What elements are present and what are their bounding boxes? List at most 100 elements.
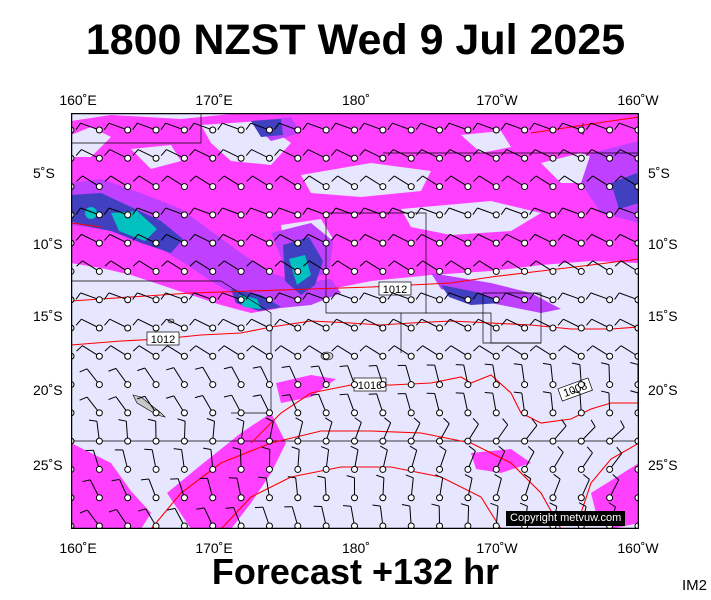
station-marker xyxy=(407,465,415,473)
wind-barb-flag xyxy=(472,292,478,300)
station-marker xyxy=(152,494,160,502)
station-marker xyxy=(180,465,188,473)
station-marker xyxy=(209,324,217,332)
station-marker xyxy=(464,409,472,417)
wind-barb-flag xyxy=(529,207,535,215)
station-marker xyxy=(265,267,273,275)
station-marker xyxy=(464,437,472,445)
wind-barb-flag xyxy=(561,419,567,427)
station-marker xyxy=(180,324,188,332)
wind-barb-flag xyxy=(416,175,423,182)
station-marker xyxy=(124,381,132,389)
lat-label-right-2: 10˚S xyxy=(648,236,678,252)
station-marker xyxy=(436,324,444,332)
station-marker xyxy=(606,296,614,304)
station-marker xyxy=(265,296,273,304)
station-marker xyxy=(379,183,387,191)
station-marker xyxy=(521,381,529,389)
station-marker xyxy=(95,296,103,304)
wind-barb-flag xyxy=(472,417,479,425)
wind-barb-flag xyxy=(616,446,623,454)
wind-barb-flag xyxy=(620,420,625,428)
station-marker xyxy=(379,239,387,247)
wind-barb-flag xyxy=(557,318,564,326)
station-marker xyxy=(577,437,585,445)
station-marker xyxy=(209,211,217,219)
station-marker xyxy=(95,381,103,389)
wind-barb-flag xyxy=(500,234,508,241)
wind-barb-flag xyxy=(444,260,452,267)
wind-barb-flag xyxy=(387,207,393,215)
wind-barb-flag xyxy=(188,207,195,215)
wind-barb-flag xyxy=(460,503,469,507)
station-marker xyxy=(124,296,132,304)
station-marker xyxy=(436,296,444,304)
wind-barb-flag xyxy=(302,292,308,300)
wind-barb-flag xyxy=(302,345,310,352)
station-marker xyxy=(521,183,529,191)
wind-barb-flag xyxy=(472,122,478,130)
wind-barb-flag xyxy=(578,502,587,508)
wind-barb-flag xyxy=(614,122,620,130)
wind-barb-flag xyxy=(111,478,120,482)
station-marker xyxy=(294,465,302,473)
wind-barb-flag xyxy=(295,417,303,423)
wind-barb-flag xyxy=(196,507,205,510)
station-marker xyxy=(577,154,585,162)
wind-barb-flag xyxy=(189,345,197,352)
wind-barb-flag xyxy=(261,446,270,450)
station-marker xyxy=(237,522,245,529)
station-marker xyxy=(464,211,472,219)
station-marker xyxy=(492,437,500,445)
station-marker xyxy=(209,154,217,162)
station-marker xyxy=(436,352,444,360)
station-marker xyxy=(322,154,330,162)
wind-barb-flag xyxy=(281,394,290,397)
wind-barb-flag xyxy=(166,367,174,371)
wind-barb-flag xyxy=(413,417,421,424)
lat-label-left-4: 20˚S xyxy=(33,382,63,398)
wind-barb-flag xyxy=(302,234,309,241)
wind-barb-flag xyxy=(339,365,348,367)
station-marker xyxy=(124,183,132,191)
station-marker xyxy=(180,183,188,191)
lon-label-top-1: 160˚E xyxy=(59,92,97,108)
wind-barb-flag xyxy=(132,149,139,156)
wind-barb-flag xyxy=(529,345,537,352)
station-marker xyxy=(379,381,387,389)
wind-barb-flag xyxy=(132,122,138,130)
wind-barb-flag xyxy=(75,292,81,300)
station-marker xyxy=(577,324,585,332)
wind-barb-flag xyxy=(132,207,138,215)
station-marker xyxy=(322,183,330,191)
station-marker xyxy=(265,126,273,134)
wind-barb-flag xyxy=(542,391,551,394)
wind-barb-flag xyxy=(473,260,480,267)
wind-barb-flag xyxy=(387,149,394,156)
lat-label-right-1: 5˚S xyxy=(648,165,670,181)
lat-label-left-2: 10˚S xyxy=(33,236,63,252)
station-marker xyxy=(492,352,500,360)
wind-barb-flag xyxy=(439,445,447,451)
station-marker xyxy=(237,437,245,445)
station-marker xyxy=(209,126,217,134)
station-marker xyxy=(407,381,415,389)
station-marker xyxy=(152,465,160,473)
station-marker xyxy=(606,239,614,247)
station-marker xyxy=(521,267,529,275)
forecast-label: Forecast +132 hr xyxy=(211,551,500,592)
station-marker xyxy=(521,352,529,360)
wind-barb-flag xyxy=(160,292,167,300)
wind-barb-flag xyxy=(274,345,282,352)
wind-barb-flag xyxy=(444,234,451,241)
wind-barb-flag xyxy=(444,175,452,182)
wind-barb-flag xyxy=(108,367,117,372)
station-marker xyxy=(606,183,614,191)
wind-barb-flag xyxy=(405,474,414,479)
wind-barb-flag xyxy=(387,234,394,241)
wind-barb-flag xyxy=(302,122,308,130)
station-marker xyxy=(265,381,273,389)
wind-barb-flag xyxy=(415,207,422,215)
station-marker xyxy=(124,267,132,275)
station-marker xyxy=(351,409,358,417)
